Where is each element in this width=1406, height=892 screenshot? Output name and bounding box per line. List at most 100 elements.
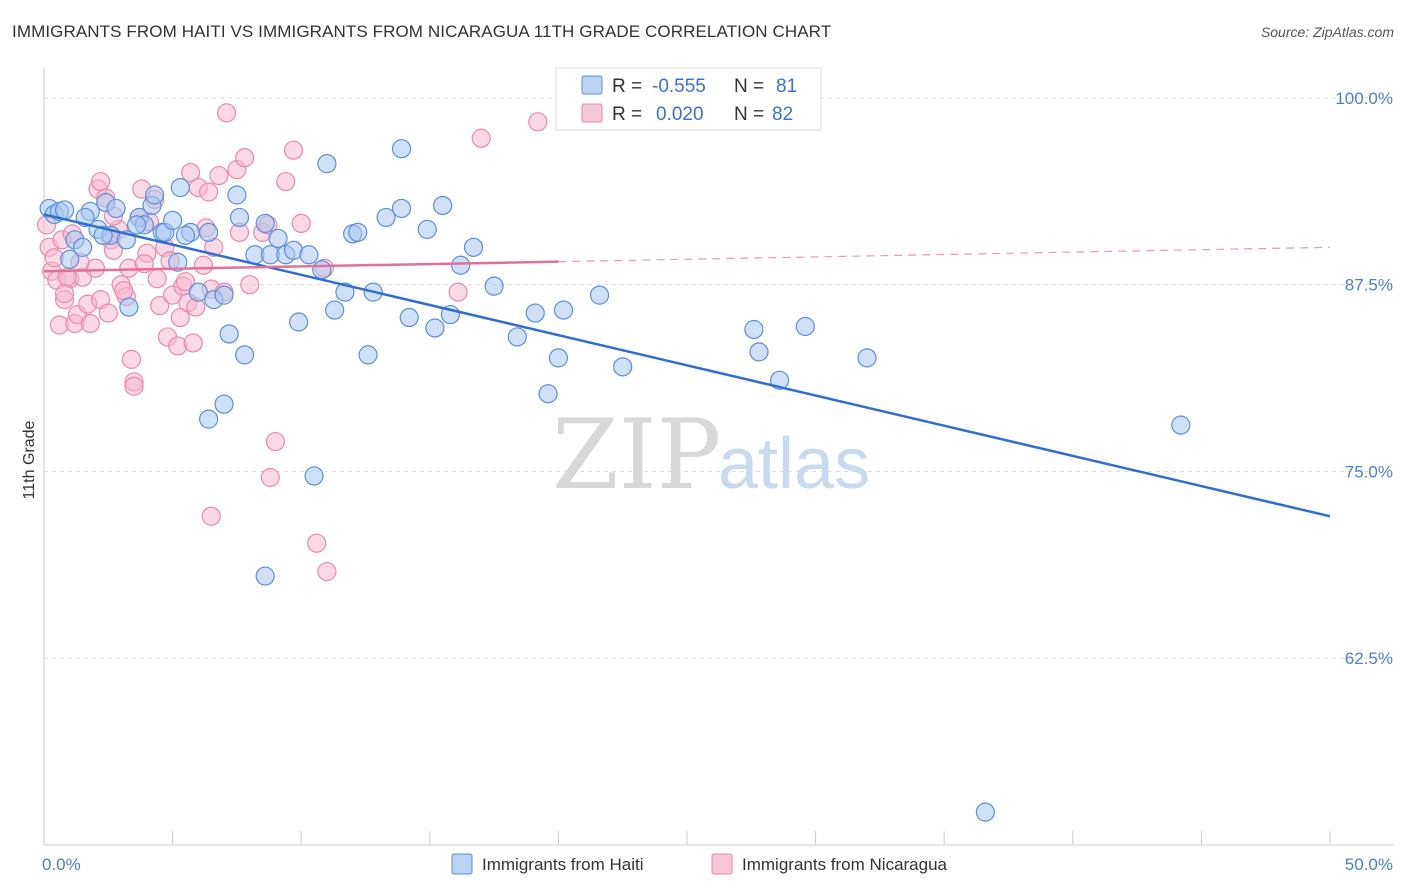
nicaragua-point-54 <box>265 431 286 452</box>
nicaragua-point-51 <box>240 275 260 295</box>
nicaragua-point-39 <box>183 333 203 353</box>
nicaragua-point-56 <box>283 140 304 160</box>
nicaragua-point-64 <box>260 467 280 488</box>
haiti-point-62 <box>548 348 569 368</box>
haiti-point-71 <box>1171 415 1191 435</box>
series-legend: Immigrants from Haiti Immigrants from Ni… <box>451 853 948 875</box>
nicaragua-point-45 <box>209 165 229 186</box>
legend-haiti-swatch <box>581 75 603 95</box>
nicaragua-point-47 <box>217 103 237 123</box>
nicaragua-point-60 <box>317 561 337 582</box>
haiti-point-42 <box>325 300 345 320</box>
legend-nicaragua-swatch <box>581 103 603 123</box>
haiti-point-66 <box>744 319 764 340</box>
y-tick-label-1: 87.5% <box>1345 276 1393 295</box>
haiti-point-31 <box>235 345 255 365</box>
nicaragua-trend-extension <box>558 246 1331 263</box>
haiti-point-73 <box>214 394 234 414</box>
haiti-point-25 <box>199 222 219 242</box>
nicaragua-trend-line <box>43 260 559 273</box>
haiti-point-43 <box>335 282 355 302</box>
nicaragua-point-12 <box>80 313 100 334</box>
nicaragua-point-65 <box>201 506 221 526</box>
series-legend-nicaragua-swatch <box>711 853 733 875</box>
stats-legend: R = -0.555 N = 81 R = 0.020 N = 82 <box>555 67 822 131</box>
legend-haiti-r-value: -0.555 <box>652 76 706 97</box>
nicaragua-point-50 <box>235 148 255 168</box>
haiti-trend-line <box>43 213 1331 518</box>
haiti-point-21 <box>168 252 188 272</box>
haiti-point-65 <box>613 357 633 377</box>
nicaragua-point-55 <box>276 171 296 192</box>
haiti-point-69 <box>795 316 815 337</box>
nicaragua-point-30 <box>150 295 170 316</box>
y-tick-label-0: 100.0% <box>1335 89 1393 108</box>
haiti-point-56 <box>451 255 471 275</box>
y-tick-label-2: 75.0% <box>1345 462 1393 481</box>
x-tick-label-0: 0.0% <box>42 855 81 874</box>
haiti-point-75 <box>304 466 324 486</box>
nicaragua-point-15 <box>90 171 111 192</box>
nicaragua-point-23 <box>121 349 142 369</box>
nicaragua-point-61 <box>471 128 491 148</box>
haiti-point-3 <box>54 200 75 220</box>
y-axis-label: 11th Grade <box>21 420 38 499</box>
nicaragua-point-58 <box>307 533 327 553</box>
nicaragua-point-63 <box>448 282 468 302</box>
haiti-point-45 <box>348 222 368 242</box>
watermark-atlas: atlas <box>718 424 870 504</box>
legend-nicaragua-r-label: R = <box>612 104 642 125</box>
haiti-point-6 <box>72 237 93 257</box>
trend-lines <box>43 213 1331 518</box>
nicaragua-point-34 <box>168 336 188 356</box>
haiti-point-54 <box>433 195 453 216</box>
nicaragua-point-78 <box>98 303 118 323</box>
grid-lines <box>44 97 1370 659</box>
legend-haiti-n-value: 81 <box>776 76 797 97</box>
x-tick-label-1: 50.0% <box>1345 855 1393 874</box>
haiti-point-50 <box>391 139 412 159</box>
haiti-point-4 <box>60 249 80 269</box>
y-tick-label-3: 62.5% <box>1345 649 1393 668</box>
haiti-point-28 <box>219 324 239 344</box>
haiti-point-57 <box>463 237 484 257</box>
nicaragua-point-70 <box>147 269 167 289</box>
haiti-point-76 <box>975 802 995 822</box>
nicaragua-point-77 <box>193 255 214 275</box>
haiti-point-35 <box>268 228 288 248</box>
legend-haiti-r-label: R = <box>612 76 642 97</box>
nicaragua-point-71 <box>175 272 196 292</box>
nicaragua-point-38 <box>181 162 201 183</box>
haiti-point-74 <box>199 409 219 429</box>
legend-nicaragua-n-value: 82 <box>772 104 793 125</box>
haiti-point-29 <box>227 185 247 205</box>
nicaragua-point-66 <box>124 376 144 396</box>
series-legend-haiti-swatch <box>451 853 473 875</box>
watermark: ZIP atlas <box>552 399 870 511</box>
haiti-point-22 <box>170 177 190 198</box>
haiti-point-79 <box>93 225 113 245</box>
haiti-point-70 <box>857 348 877 368</box>
haiti-point-77 <box>175 225 196 245</box>
legend-nicaragua-n-label: N = <box>734 104 764 125</box>
haiti-point-51 <box>399 307 419 328</box>
nicaragua-point-35 <box>170 307 190 328</box>
legend-haiti-n-label: N = <box>734 76 764 97</box>
haiti-point-20 <box>163 210 183 231</box>
haiti-point-13 <box>119 297 139 317</box>
haiti-point-67 <box>749 342 769 362</box>
haiti-point-30 <box>229 207 250 228</box>
nicaragua-points <box>36 103 548 582</box>
haiti-point-11 <box>106 198 126 219</box>
haiti-point-72 <box>255 566 275 586</box>
haiti-point-78 <box>126 215 147 235</box>
haiti-point-33 <box>255 213 275 233</box>
haiti-point-49 <box>391 198 412 219</box>
haiti-point-58 <box>484 276 504 296</box>
axes <box>43 68 1394 846</box>
nicaragua-point-62 <box>528 112 548 132</box>
series-legend-haiti: Immigrants from Haiti <box>482 855 644 874</box>
haiti-point-24 <box>188 282 208 302</box>
haiti-point-60 <box>525 303 545 323</box>
